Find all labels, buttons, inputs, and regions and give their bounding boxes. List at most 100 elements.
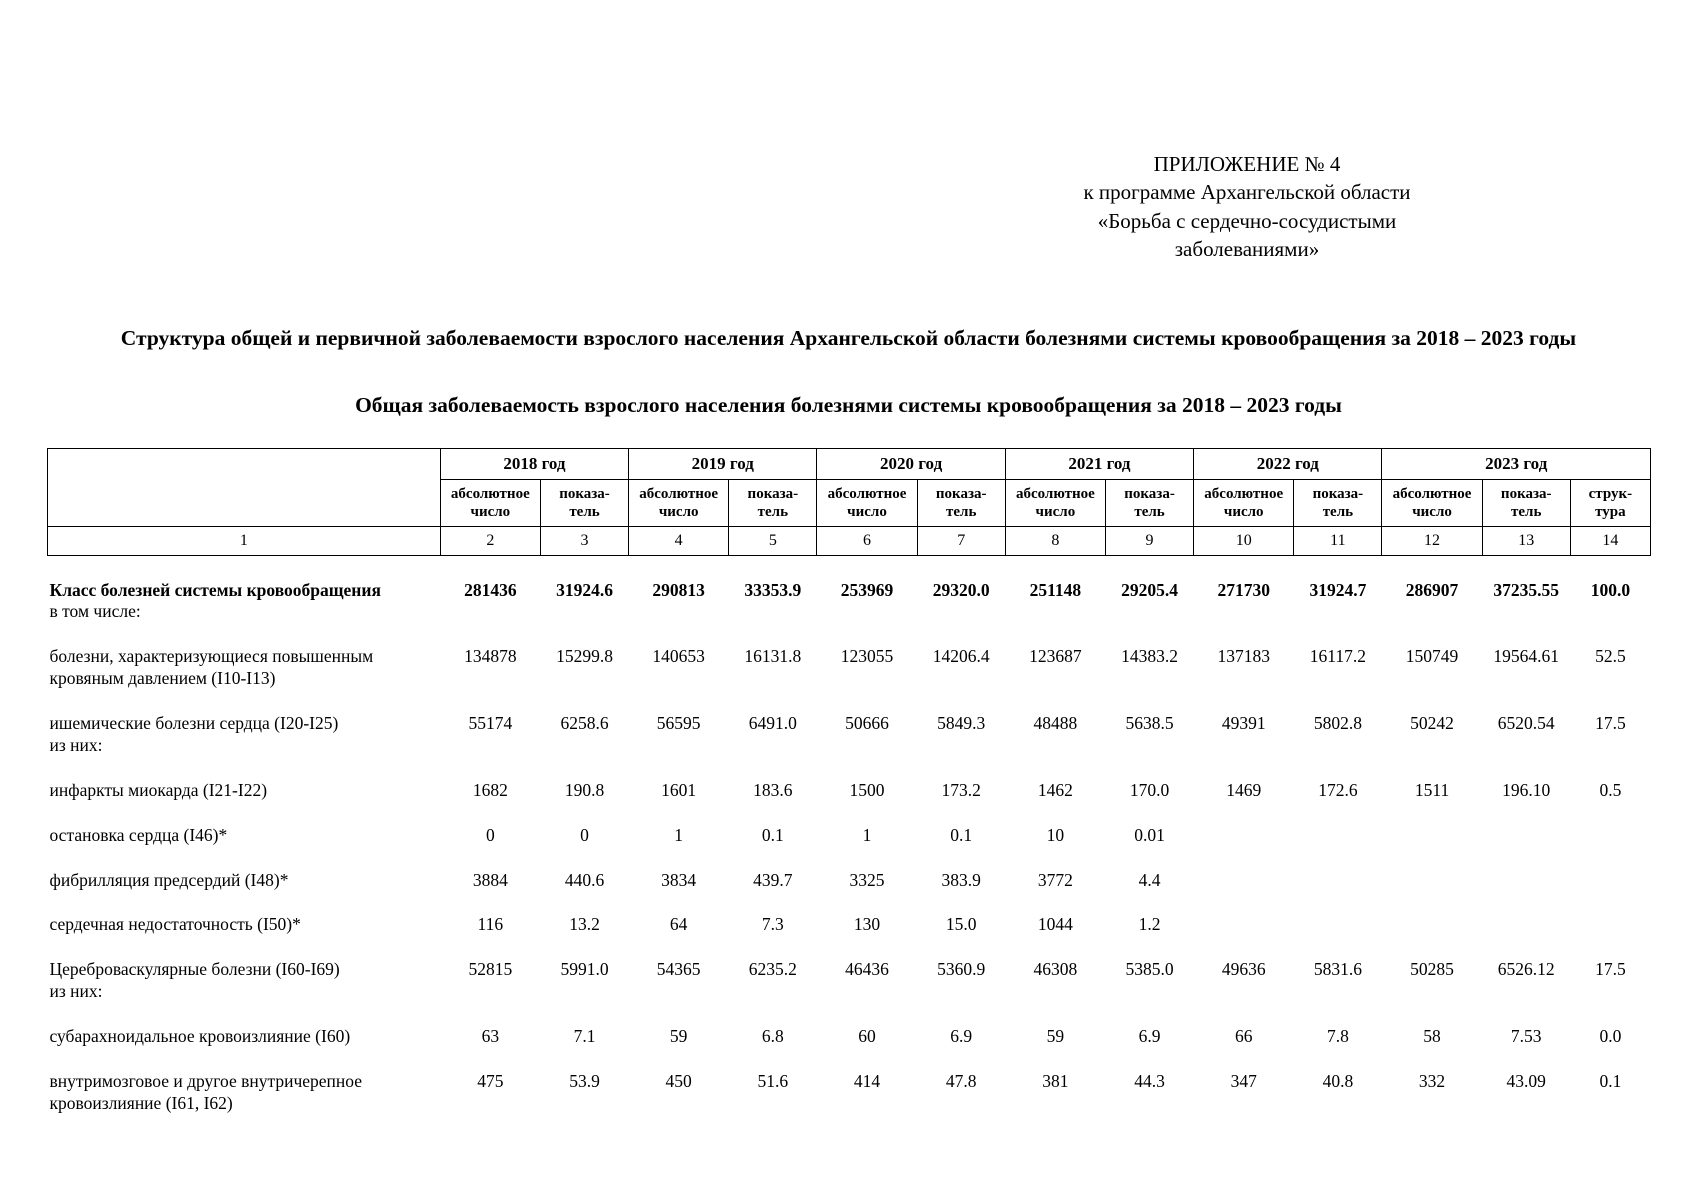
column-number-cell: 14 — [1569, 525, 1652, 556]
value-cell: 0 — [485, 824, 495, 845]
value-cell: 5991.0 — [560, 959, 609, 980]
abs-number-header: абсолютное число — [1381, 478, 1483, 527]
value-cell: 43.09 — [1506, 1070, 1546, 1091]
value-cell: 281436 — [464, 579, 517, 600]
value-cell: 170.0 — [1129, 779, 1170, 800]
value-cell — [1482, 813, 1570, 858]
value-cell: 134878 — [464, 646, 517, 667]
table-row: внутримозговое и другое внутричерепное к… — [48, 1059, 1651, 1126]
value-cell: 52815 — [468, 959, 513, 980]
value-cell: 46436 — [845, 959, 889, 980]
value-cell: 59 — [669, 1026, 688, 1047]
value-cell — [1482, 858, 1570, 903]
value-cell: 150749 — [1405, 646, 1459, 667]
abs-number-header: абсолютное число — [439, 478, 541, 527]
row-label-cell: остановка сердца (I46)* — [48, 813, 441, 858]
row-label: Класс болезней системы кровообращения — [49, 579, 381, 600]
value-cell: 10 — [1046, 824, 1065, 845]
row-label-cell: болезни, характеризующиеся повышенным кр… — [48, 634, 441, 701]
value-cell: 66 — [1234, 1026, 1253, 1047]
value-cell: 31924.7 — [1309, 579, 1367, 600]
column-number-cell: 12 — [1381, 525, 1483, 556]
row-label-cell: субарахноидальное кровоизлияние (I60) — [48, 1014, 441, 1059]
value-cell: 40.8 — [1322, 1070, 1354, 1091]
value-cell: 1682 — [472, 779, 508, 800]
row-label-cell: ишемические болезни сердца (I20-I25) из н… — [48, 701, 441, 768]
value-cell: 1 — [674, 824, 684, 845]
row-label: внутримозговое и другое внутричерепное к… — [49, 1070, 363, 1113]
value-cell: 5385.0 — [1125, 959, 1174, 980]
table-row: болезни, характеризующиеся повышенным кр… — [48, 634, 1651, 701]
column-number-cell: 6 — [816, 525, 918, 556]
value-cell: 56595 — [656, 713, 701, 734]
value-cell: 63 — [481, 1026, 500, 1047]
year-header: 2019 год — [628, 447, 818, 480]
value-cell: 183.6 — [753, 779, 793, 800]
rate-header: показа- тель — [1293, 478, 1383, 527]
column-number-cell: 8 — [1004, 525, 1106, 556]
value-cell: 1044 — [1037, 914, 1073, 935]
value-cell: 3834 — [661, 869, 697, 890]
value-cell: 381 — [1042, 1070, 1069, 1091]
row-label: фибрилляция предсердий (I48)* — [49, 869, 289, 890]
value-cell: 0.01 — [1134, 824, 1165, 845]
row-label-cell: инфаркты миокарда (I21-I22) — [48, 768, 441, 813]
value-cell: 1 — [862, 824, 872, 845]
year-header: 2022 год — [1193, 447, 1383, 480]
row-sublabel: из них: — [49, 981, 103, 1002]
rate-header: показа- тель — [916, 478, 1006, 527]
column-number-cell: 9 — [1104, 525, 1195, 556]
value-cell: 5638.5 — [1125, 713, 1174, 734]
appendix-line: заболеваниями» — [1174, 237, 1320, 262]
value-cell: 7.3 — [761, 914, 784, 935]
value-cell: 50285 — [1410, 959, 1454, 980]
value-cell: 1462 — [1037, 779, 1073, 800]
value-cell: 1.2 — [1138, 914, 1161, 935]
value-cell: 50666 — [845, 713, 889, 734]
value-cell: 47.8 — [945, 1070, 977, 1091]
column-number-cell: 4 — [628, 525, 730, 556]
value-cell: 123055 — [840, 646, 894, 667]
table-row: остановка сердца (I46)* 0 0 1 0.1 1 0.1 10 0.01 — [48, 813, 1651, 858]
table-row: ишемические болезни сердца (I20-I25) из н… — [48, 701, 1651, 768]
value-cell: 251148 — [1029, 579, 1082, 600]
value-cell — [1194, 902, 1294, 947]
abs-number-header: абсолютное число — [628, 478, 730, 527]
value-cell: 0.1 — [1599, 1070, 1622, 1091]
value-cell — [1382, 813, 1482, 858]
appendix-line: «Борьба с сердечно-сосудистыми — [1097, 208, 1397, 233]
value-cell: 0.5 — [1599, 779, 1622, 800]
value-cell: 37235.55 — [1493, 579, 1560, 600]
value-cell: 130 — [853, 914, 881, 935]
table-title: Общая заболеваемость взрослого населения… — [355, 392, 1342, 417]
value-cell: 6491.0 — [748, 713, 797, 734]
value-cell: 44.3 — [1134, 1070, 1165, 1091]
morbidity-table-body: Класс болезней системы кровообращения в т… — [48, 555, 1651, 1126]
value-cell: 290813 — [652, 579, 705, 600]
value-cell: 59 — [1046, 1026, 1065, 1047]
year-header: 2018 год — [439, 447, 630, 480]
value-cell: 116 — [477, 914, 504, 935]
abs-number-header: абсолютное число — [816, 478, 918, 527]
value-cell — [1382, 858, 1482, 903]
document-title: Структура общей и первичной заболеваемос… — [120, 326, 1577, 351]
value-cell: 0.1 — [950, 824, 973, 845]
value-cell: 1511 — [1414, 779, 1450, 800]
year-header-row: 2018 год 2019 год 2020 год 2021 год 2022 год… — [47, 447, 1651, 527]
value-cell: 33353.9 — [744, 579, 802, 600]
appendix-block: ПРИЛОЖЕНИЕ № 4 к программе Архангельской… — [1007, 0, 1487, 263]
row-label: болезни, характеризующиеся повышенным кр… — [49, 646, 374, 689]
value-cell: 137183 — [1217, 646, 1270, 667]
value-cell: 253969 — [840, 579, 894, 600]
rate-header: показа- тель — [1104, 478, 1195, 527]
value-cell: 0 — [580, 824, 589, 845]
value-cell: 4.4 — [1138, 869, 1161, 890]
year-header: 2020 год — [816, 447, 1006, 480]
value-cell: 29320.0 — [932, 579, 990, 600]
column-number-cell: 10 — [1193, 525, 1295, 556]
row-label-cell: фибрилляция предсердий (I48)* — [48, 858, 441, 903]
row-label: Цереброваскулярные болезни (I60-I69) — [49, 959, 340, 980]
value-cell: 332 — [1418, 1070, 1446, 1091]
value-cell: 173.2 — [941, 779, 981, 800]
value-cell: 347 — [1230, 1070, 1257, 1091]
